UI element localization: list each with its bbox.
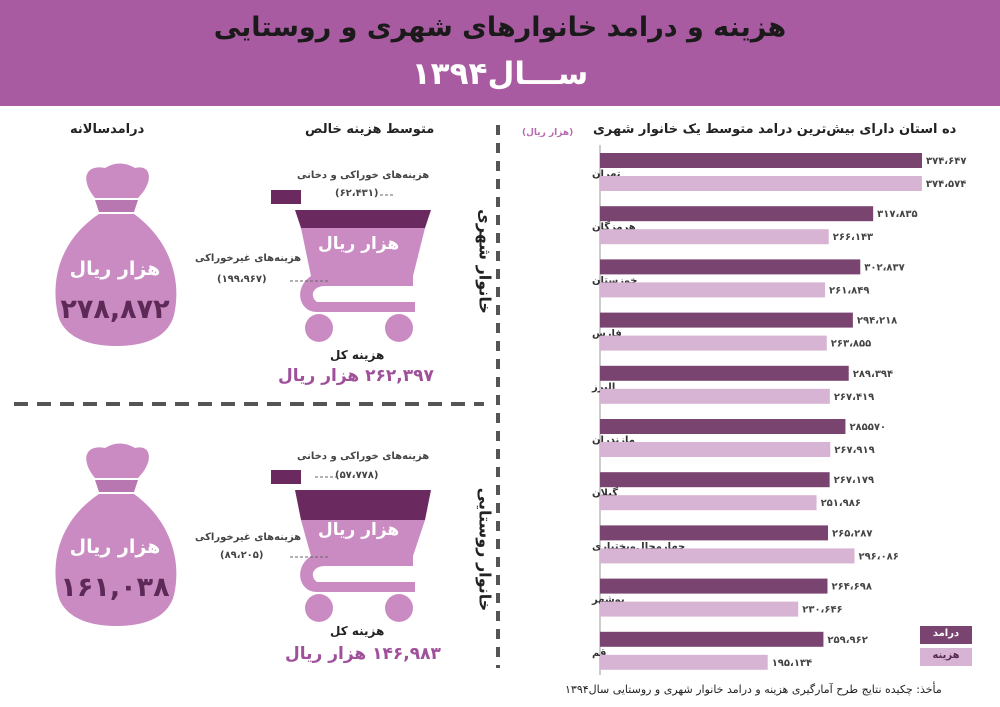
category-label: بوشهر (591, 595, 625, 606)
income-bar (600, 259, 861, 275)
rural-leader-lines (290, 476, 340, 558)
category-label: خوزستان (592, 275, 637, 286)
expense-bar (600, 176, 922, 191)
bar-value-label: ۲۶۷،۴۱۹ (834, 392, 874, 403)
expense-bar (600, 654, 768, 670)
category-label: تهران (592, 169, 621, 180)
bar-value-label: ۲۶۶،۱۴۳ (833, 232, 873, 243)
legend-income-swatch (920, 626, 972, 644)
bar-value-label: ۲۶۷،۱۷۹ (834, 475, 874, 486)
bar-value-label: ۳۷۴،۵۷۴ (926, 179, 966, 190)
rural-nonfood-label: هزینه‌های غیرخوراکی (195, 532, 302, 543)
legend-expense-swatch (920, 648, 972, 666)
income-bar (600, 419, 846, 434)
category-label: قم (592, 648, 606, 659)
page-title: هزینه و درامد خانوارهای شهری و روستایی (213, 12, 787, 43)
bar-value-label: ۲۹۶،۰۸۶ (858, 551, 898, 562)
income-bar (600, 631, 824, 647)
expense-bar (600, 442, 831, 457)
expense-bar (600, 388, 830, 404)
legend-expense-label: هزینه (932, 650, 960, 661)
urban-money-bag-icon (55, 163, 177, 346)
rural-food-label: هزینه‌های خوراکی و دخانی (297, 451, 430, 462)
income-bar (600, 578, 828, 594)
urban-annual-income: ۲۷۸,۸۷۲ (60, 294, 170, 325)
expense-bar (600, 601, 799, 617)
bar-value-label: ۳۱۷،۸۳۵ (877, 209, 917, 220)
urban-food-label: هزینه‌های خوراکی و دخانی (297, 170, 430, 181)
rural-food-value: (۵۷،۷۷۸) (335, 470, 379, 481)
bar-value-label: ۳۷۴،۶۴۷ (926, 156, 966, 167)
category-label: فارس (592, 329, 622, 340)
expense-bar (600, 282, 826, 298)
rural-annual-income: ۱۶۱,۰۳۸ (60, 572, 170, 603)
bar-value-label: ۱۹۵،۱۳۴ (772, 658, 812, 669)
legend-income-label: درامد (932, 628, 960, 639)
bar-value-label: ۲۶۴،۶۹۸ (832, 582, 872, 593)
bar-value-label: ۲۳۰،۶۴۶ (802, 605, 842, 616)
chart-unit: (هزار ریال) (522, 128, 574, 138)
rural-cart-unit: هزار ریال (318, 520, 400, 540)
urban-bag-unit: هزار ریال (69, 258, 161, 280)
income-bar (600, 312, 853, 328)
rural-bag-unit: هزار ریال (69, 536, 161, 558)
bar-value-label: ۲۶۳،۸۵۵ (831, 339, 871, 350)
income-heading: درامدسالانه (70, 122, 145, 137)
bar-value-label: ۲۸۹،۳۹۴ (853, 369, 893, 380)
bar-value-label: ۲۸۵۵۷۰ (849, 422, 886, 433)
rural-shopping-cart-icon (271, 470, 431, 622)
income-bar (600, 206, 874, 222)
category-label: مازندران (592, 435, 635, 446)
page-year: ســـال۱۳۹۴ (411, 56, 589, 92)
bar-value-label: ۲۶۵،۲۸۷ (832, 528, 872, 539)
bar-value-label: ۲۵۱،۹۸۶ (821, 498, 861, 509)
rural-total-value: ۱۴۶,۹۸۳ هزار ریال (285, 644, 441, 664)
chart-title: ده استان دارای بیش‌ترین درامد متوسط یک خ… (593, 122, 957, 137)
expense-bar (600, 548, 855, 564)
urban-leader-lines (290, 194, 395, 282)
urban-total-value: ۲۶۲,۳۹۷ هزار ریال (278, 366, 434, 386)
expense-bar (600, 335, 827, 351)
bar-value-label: ۲۵۹،۹۶۲ (827, 635, 867, 646)
income-bar (600, 153, 922, 168)
header-banner: هزینه و درامد خانوارهای شهری و روستایی س… (0, 0, 1000, 106)
bar-value-label: ۳۰۲،۸۳۷ (864, 262, 904, 273)
income-bar (600, 365, 849, 381)
urban-total-label: هزینه کل (330, 348, 385, 362)
urban-nonfood-label: هزینه‌های غیرخوراکی (195, 253, 302, 264)
expense-heading: متوسط هزینه خالص (305, 122, 435, 137)
bar-value-label: ۲۶۱،۸۴۹ (829, 285, 869, 296)
urban-shopping-cart-icon (271, 190, 431, 342)
expense-bar (600, 229, 829, 245)
urban-food-value: (۶۲،۴۳۱) (335, 188, 379, 199)
urban-cart-unit: هزار ریال (318, 234, 400, 254)
expense-bar (600, 495, 817, 511)
income-bar (600, 472, 830, 488)
rural-total-label: هزینه کل (330, 624, 385, 638)
income-bar (600, 525, 829, 541)
bar-value-label: ۲۶۷،۹۱۹ (834, 445, 874, 456)
rural-nonfood-value: (۸۹،۲۰۵) (220, 550, 264, 561)
urban-nonfood-value: (۱۹۹،۹۶۷) (217, 274, 267, 285)
source-note: مأخذ: چکیده نتایج طرح آمارگیری هزینه و د… (565, 683, 942, 696)
bar-value-label: ۲۹۴،۲۱۸ (857, 316, 897, 327)
rural-money-bag-icon (55, 443, 177, 626)
category-label: چهارمحال‌وبختیاری (592, 541, 685, 552)
category-label: البرز (591, 382, 615, 393)
